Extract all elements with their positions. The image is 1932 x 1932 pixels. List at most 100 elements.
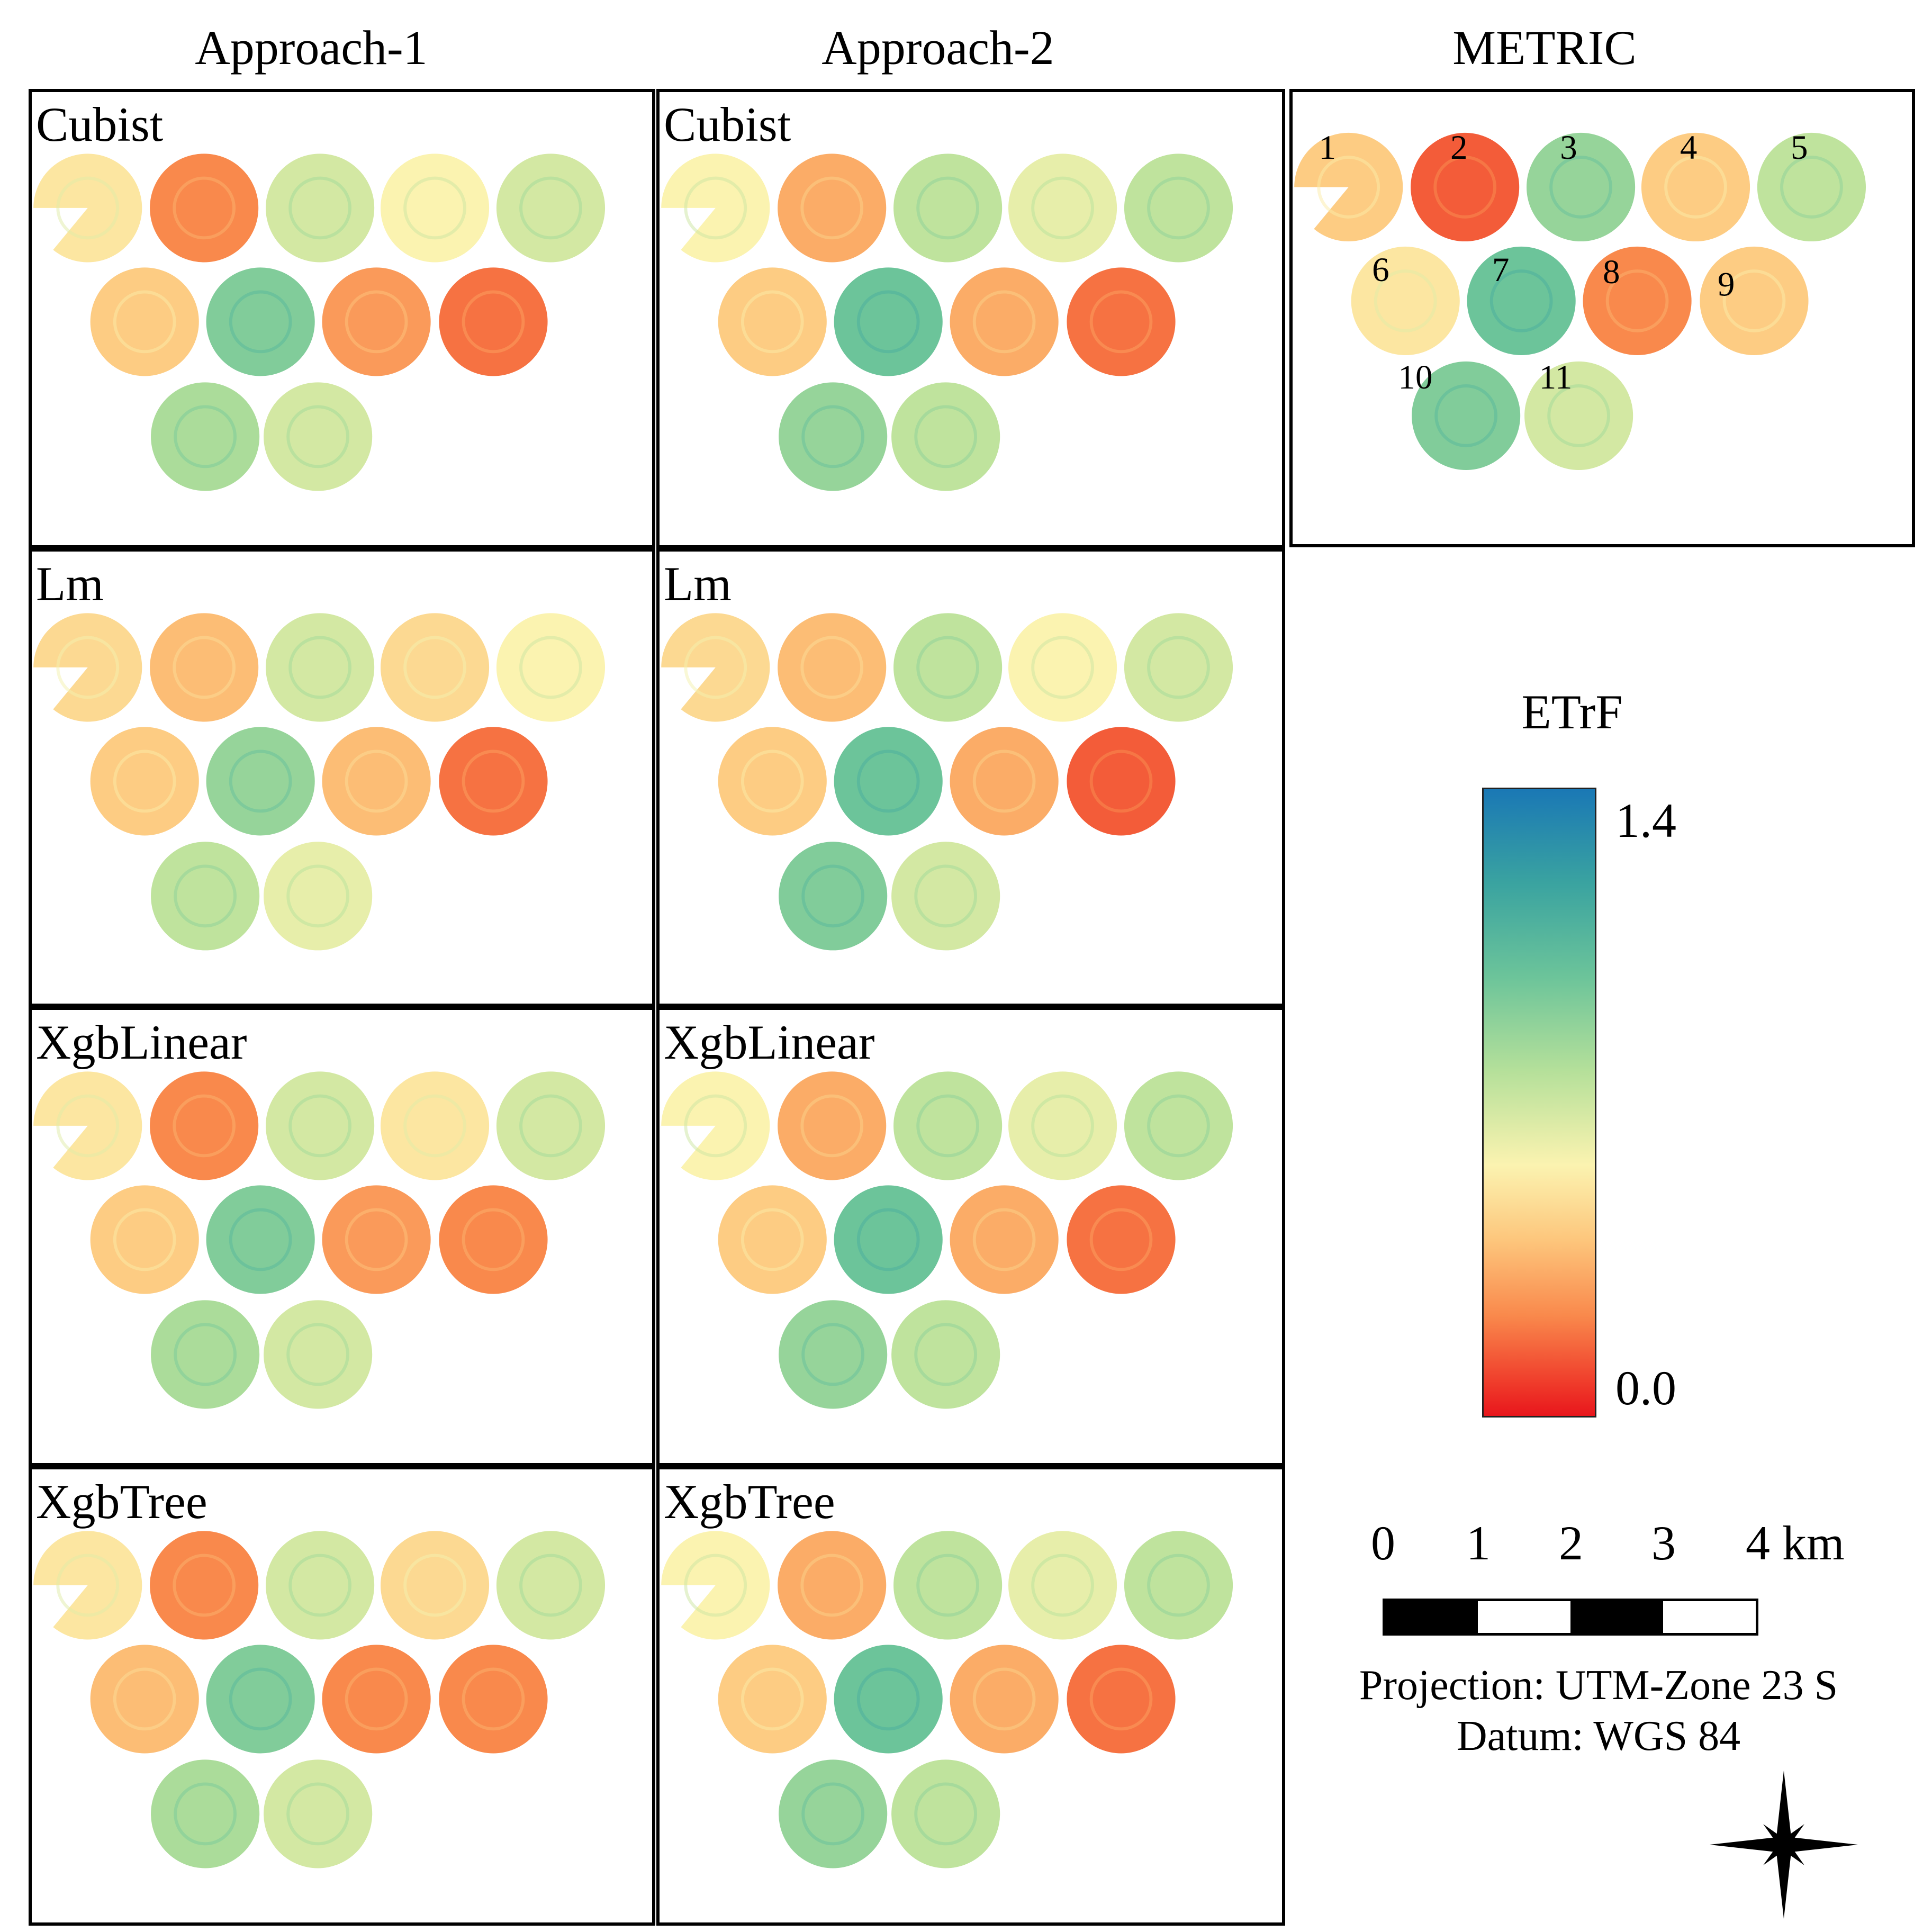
field-1 [1294,132,1403,242]
field-number-9: 9 [1718,266,1735,304]
field-10 [779,1300,888,1409]
panel-label-xgblinear: XgbLinear [664,1015,875,1069]
field-10-texture [1434,384,1497,447]
field-2 [150,613,259,722]
field-5-texture [519,1094,582,1158]
field-6-texture [741,1208,804,1271]
field-1 [33,154,142,263]
field-10-texture [174,405,237,468]
field-9 [439,1185,548,1294]
field-8-texture [972,1208,1036,1271]
field-10 [1412,361,1521,470]
field-2 [150,154,259,263]
field-2 [778,1071,887,1180]
field-1-texture [1317,156,1380,219]
field-4 [380,1071,490,1180]
field-9 [439,1645,548,1754]
field-5 [496,154,606,263]
field-1-texture [56,636,120,699]
field-1 [33,1531,142,1640]
field-11 [1524,361,1633,470]
field-number-2: 2 [1450,129,1468,167]
field-number-5: 5 [1791,129,1808,167]
field-7-texture [229,290,292,354]
field-4 [1641,132,1750,242]
field-6-texture [113,1208,176,1271]
field-8-texture [1605,269,1669,332]
field-2-texture [173,1094,236,1158]
scale-label-3: 3 [1651,1516,1676,1570]
legend-title: ETrF [1521,685,1623,739]
field-map [661,1071,1233,1409]
map-panel-approach-2-xgblinear: XgbLinear [656,1007,1285,1466]
field-2-texture [800,1094,864,1158]
field-2-texture [173,1554,236,1617]
field-9 [1067,727,1176,836]
field-3 [893,1071,1003,1180]
field-11 [264,1300,373,1409]
field-10-texture [801,405,865,468]
field-6 [718,1645,827,1754]
field-4-texture [1031,636,1094,699]
scale-label-2: 2 [1559,1516,1583,1570]
field-5 [1757,132,1866,242]
field-10 [151,1759,260,1868]
scale-label-4km: 4 km [1746,1516,1845,1570]
field-1 [33,1071,142,1180]
scale-label-0: 0 [1371,1516,1395,1570]
field-6 [90,1645,199,1754]
field-3-texture [288,176,351,240]
field-5-texture [1147,1554,1210,1617]
field-10-texture [801,1323,865,1386]
field-11 [264,382,373,491]
field-8-texture [345,1667,408,1731]
field-8 [950,267,1059,376]
field-9-texture [1089,750,1153,813]
field-3-texture [288,1094,351,1158]
field-3 [266,1071,375,1180]
field-2-texture [800,636,864,699]
field-3-texture [288,1554,351,1617]
field-1 [661,1071,770,1180]
field-number-10: 10 [1398,358,1432,396]
field-8-texture [972,290,1036,354]
field-number-4: 4 [1680,129,1698,167]
field-7 [206,1185,315,1294]
field-map [661,1531,1233,1868]
field-6-texture [741,1667,804,1731]
field-8 [322,1185,431,1294]
field-1-texture [56,1554,120,1617]
column-title-metric: METRIC [1452,21,1637,75]
field-1 [33,613,142,722]
field-6-texture [113,290,176,354]
field-1-texture [684,176,747,240]
field-7-texture [856,1208,920,1271]
field-4 [380,1531,490,1640]
column-title-approach-1: Approach-1 [195,21,428,75]
field-10 [151,1300,260,1409]
field-3 [266,613,375,722]
field-5-texture [519,636,582,699]
field-6 [90,1185,199,1294]
field-10 [779,382,888,491]
field-4-texture [1664,156,1727,219]
field-3-texture [916,636,979,699]
field-10 [779,842,888,951]
map-panel-approach-2-lm: Lm [656,548,1285,1007]
field-5 [496,613,606,722]
field-9 [1067,1645,1176,1754]
field-2 [1411,132,1520,242]
field-map [33,1531,606,1868]
field-4 [1008,1071,1117,1180]
field-10-texture [174,1782,237,1846]
north-arrow-icon [1710,1771,1858,1919]
field-7 [834,1645,943,1754]
field-number-7: 7 [1492,251,1510,289]
map-panel-approach-1-xgblinear: XgbLinear [29,1007,655,1466]
field-8 [322,727,431,836]
scale-bar [1383,1599,1758,1636]
map-panel-approach-1-xgbtree: XgbTree [29,1466,655,1926]
field-map [661,154,1233,491]
field-8 [1583,246,1692,356]
field-number-1: 1 [1319,129,1337,167]
